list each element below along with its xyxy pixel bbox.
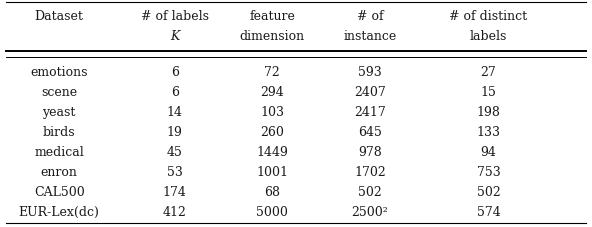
Text: instance: instance <box>343 29 397 42</box>
Text: 412: 412 <box>163 205 186 218</box>
Text: 1001: 1001 <box>256 165 288 178</box>
Text: CAL500: CAL500 <box>34 185 85 198</box>
Text: EUR-Lex(dc): EUR-Lex(dc) <box>19 205 99 218</box>
Text: 103: 103 <box>260 106 284 119</box>
Text: scene: scene <box>41 86 78 99</box>
Text: 574: 574 <box>477 205 500 218</box>
Text: 174: 174 <box>163 185 186 198</box>
Text: Dataset: Dataset <box>35 10 83 23</box>
Text: # of: # of <box>357 10 383 23</box>
Text: 6: 6 <box>170 66 179 79</box>
Text: 2500²: 2500² <box>352 205 388 218</box>
Text: 502: 502 <box>358 185 382 198</box>
Text: 1702: 1702 <box>354 165 386 178</box>
Text: enron: enron <box>41 165 78 178</box>
Text: 68: 68 <box>264 185 281 198</box>
Text: 198: 198 <box>477 106 500 119</box>
Text: 2407: 2407 <box>354 86 386 99</box>
Text: 19: 19 <box>167 126 182 138</box>
Text: birds: birds <box>43 126 76 138</box>
Text: 72: 72 <box>265 66 280 79</box>
Text: 94: 94 <box>481 145 496 158</box>
Text: feature: feature <box>249 10 295 23</box>
Text: 645: 645 <box>358 126 382 138</box>
Text: 15: 15 <box>481 86 496 99</box>
Text: 6: 6 <box>170 86 179 99</box>
Text: # of distinct: # of distinct <box>449 10 527 23</box>
Text: 593: 593 <box>358 66 382 79</box>
Text: 5000: 5000 <box>256 205 288 218</box>
Text: 1449: 1449 <box>256 145 288 158</box>
Text: labels: labels <box>469 29 507 42</box>
Text: 978: 978 <box>358 145 382 158</box>
Text: 45: 45 <box>167 145 182 158</box>
Text: yeast: yeast <box>43 106 76 119</box>
Text: 294: 294 <box>260 86 284 99</box>
Text: medical: medical <box>34 145 84 158</box>
Text: 753: 753 <box>477 165 500 178</box>
Text: 53: 53 <box>167 165 182 178</box>
Text: 2417: 2417 <box>354 106 386 119</box>
Text: 502: 502 <box>477 185 500 198</box>
Text: K: K <box>170 29 179 42</box>
Text: 14: 14 <box>166 106 183 119</box>
Text: 27: 27 <box>481 66 496 79</box>
Text: dimension: dimension <box>240 29 305 42</box>
Text: # of labels: # of labels <box>141 10 208 23</box>
Text: 133: 133 <box>477 126 500 138</box>
Text: emotions: emotions <box>30 66 88 79</box>
Text: 260: 260 <box>260 126 284 138</box>
